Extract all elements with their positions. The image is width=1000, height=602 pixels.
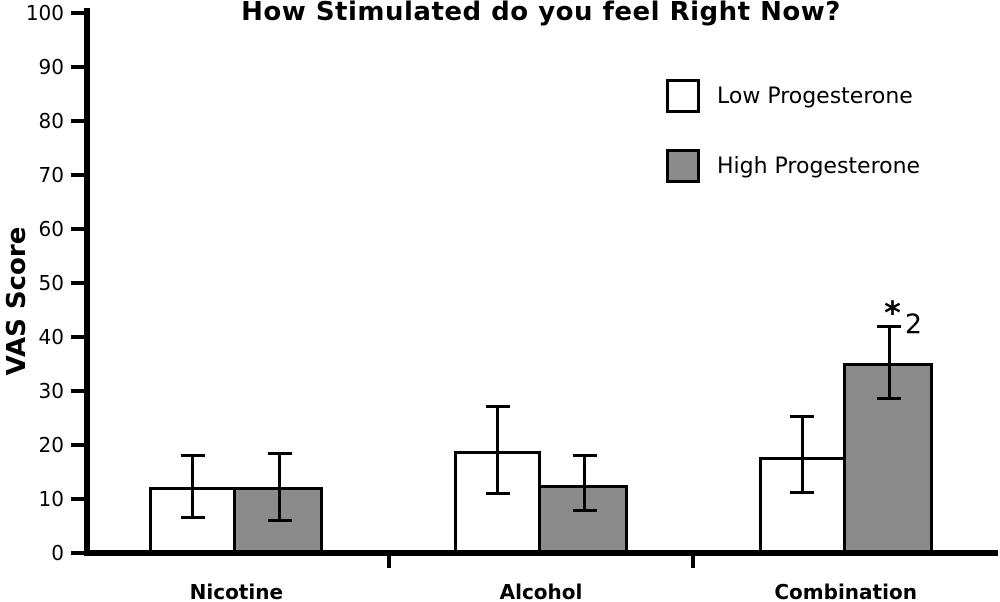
error-bar-cap-top [572,454,597,458]
error-bar-cap-top [180,454,205,458]
y-tick-label: 40 [38,325,64,349]
y-tick-label: 70 [38,163,64,187]
legend-swatch-low-progesterone [666,79,700,113]
category-label-nicotine: Nicotine [189,580,284,602]
error-bar-line [496,406,499,494]
y-tick-mark [71,11,84,15]
error-bar-cap-bottom [790,490,815,494]
error-bar-line [191,455,195,518]
significance-star: * [884,293,901,332]
error-bar-cap-top [485,405,510,409]
y-tick-mark [71,281,84,285]
y-tick-label: 10 [38,487,64,511]
y-tick-label: 0 [51,541,64,565]
y-tick-mark [71,335,84,339]
x-axis-boundary-tick [691,556,696,568]
error-bar-cap-bottom [180,515,205,519]
y-tick-mark [71,389,84,393]
chart-title: How Stimulated do you feel Right Now? [241,0,841,27]
y-axis-label: VAS Score [2,226,32,376]
y-tick-mark [71,551,84,555]
category-label-alcohol: Alcohol [499,580,583,602]
y-tick-label: 100 [25,1,64,25]
y-tick-label: 60 [38,217,64,241]
y-tick-mark [71,497,84,501]
error-bar-cap-bottom [267,518,292,522]
legend-label-low-progesterone: Low Progesterone [717,83,913,109]
y-tick-label: 90 [38,55,64,79]
legend-item-low-progesterone: Low Progesterone [666,79,913,113]
error-bar-cap-bottom [572,508,597,512]
legend-label-high-progesterone: High Progesterone [717,153,921,179]
y-tick-mark [71,119,84,123]
error-bar-cap-bottom [877,396,902,400]
y-tick-mark [71,227,84,231]
y-tick-label: 30 [38,379,64,403]
y-tick-label: 80 [38,109,64,133]
x-axis-line [84,550,998,556]
legend-item-high-progesterone: High Progesterone [666,149,920,183]
y-tick-mark [71,443,84,447]
y-tick-label: 20 [38,433,64,457]
significance-annotation: * 2 [884,293,923,340]
error-bar-cap-top [877,324,902,328]
y-axis-line [84,8,90,556]
legend-swatch-high-progesterone [666,149,700,183]
error-bar-cap-top [790,415,815,419]
x-axis-boundary-tick [386,556,391,568]
y-tick-label: 50 [38,271,64,295]
error-bar-line [800,416,804,493]
significance-number: 2 [904,308,923,340]
error-bar-line [887,325,891,399]
y-tick-mark [71,65,84,69]
error-bar-cap-bottom [485,491,510,495]
error-bar-cap-top [267,451,292,455]
bar-alcohol-low [454,451,541,556]
category-label-combination: Combination [774,580,917,602]
error-bar-line [278,452,282,521]
y-tick-mark [71,173,84,177]
error-bar-line [583,455,586,511]
